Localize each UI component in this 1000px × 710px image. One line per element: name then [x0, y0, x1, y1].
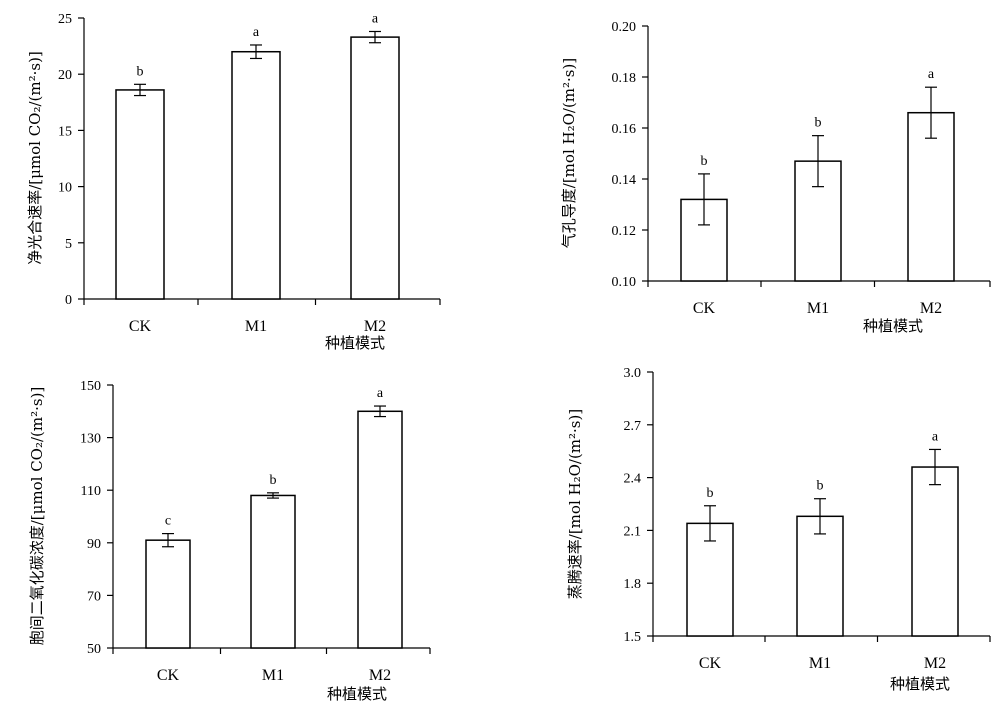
y-tick-label: 1.5: [624, 630, 642, 645]
y-tick-label: 0.18: [612, 71, 637, 86]
bar-ck: [680, 198, 728, 282]
y-tick-label: 20: [58, 68, 72, 83]
category-label: CK: [157, 667, 180, 684]
y-tick-label: 0.10: [612, 275, 637, 290]
significance-label: a: [932, 429, 939, 444]
y-tick-label: 15: [58, 124, 72, 139]
bar-m1: [796, 515, 844, 637]
y-tick-label: 70: [87, 589, 101, 604]
bar-ck: [115, 89, 165, 300]
y-tick-label: 0.14: [612, 173, 637, 188]
chart-panel-4: 1.5 1.8 2.1 2.4 2.7 3.0 b CK b M1 a M2 种植模式 蒸腾速率/[mol…: [566, 366, 991, 693]
x-axis-title: 种植模式: [325, 334, 385, 352]
significance-label: a: [928, 67, 935, 82]
y-tick-label: 10: [58, 181, 72, 196]
bar-m1: [231, 50, 281, 300]
y-tick-label: 0: [65, 293, 72, 308]
y-tick-label: 110: [81, 484, 101, 499]
significance-label: b: [707, 486, 714, 501]
category-label: M1: [245, 318, 267, 335]
y-tick-label: 25: [58, 12, 72, 27]
y-axis-title: 蒸腾速率/[mol H₂O/(m²·s)]: [566, 409, 584, 599]
category-label: M2: [920, 300, 942, 317]
bar-m1: [794, 160, 842, 282]
category-label: CK: [699, 655, 722, 672]
y-tick-label: 2.4: [624, 472, 642, 487]
bar-m2: [911, 466, 959, 637]
category-label: M2: [369, 667, 391, 684]
y-axis-title: 胞间二氧化碳浓度/[μmol CO₂/(m²·s)]: [28, 387, 46, 646]
bar-m2: [357, 410, 403, 649]
y-tick-label: 3.0: [624, 366, 642, 381]
category-label: M2: [364, 318, 386, 335]
significance-label: a: [377, 386, 384, 401]
y-tick-label: 1.8: [624, 577, 642, 592]
significance-label: b: [815, 116, 822, 131]
bar-m2: [350, 36, 400, 300]
bar-m1: [250, 494, 296, 649]
y-tick-label: 2.1: [624, 524, 642, 539]
y-tick-label: 150: [80, 379, 101, 394]
category-label: CK: [693, 300, 716, 317]
x-axis-title: 种植模式: [327, 685, 387, 703]
y-tick-label: 130: [80, 432, 101, 447]
bar-ck: [145, 539, 191, 649]
y-tick-label: 0.20: [612, 20, 637, 35]
y-tick-label: 0.12: [612, 224, 637, 239]
y-tick-label: 5: [65, 237, 72, 252]
y-axis-title: 气孔导度/[mol H₂O/(m²·s)]: [560, 58, 578, 248]
x-axis-title: 种植模式: [863, 317, 923, 335]
category-label: M1: [809, 655, 831, 672]
category-label: M1: [262, 667, 284, 684]
category-label: CK: [129, 318, 152, 335]
y-tick-label: 2.7: [624, 419, 642, 434]
significance-label: b: [817, 479, 824, 494]
y-tick-label: 90: [87, 537, 101, 552]
significance-label: b: [137, 64, 144, 79]
category-label: M1: [807, 300, 829, 317]
x-axis-title: 种植模式: [890, 675, 950, 693]
bar-m2: [907, 111, 955, 282]
significance-label: a: [253, 25, 260, 40]
significance-label: b: [270, 473, 277, 488]
significance-label: b: [701, 154, 708, 169]
category-label: M2: [924, 655, 946, 672]
y-tick-label: 50: [87, 642, 101, 657]
y-tick-label: 0.16: [612, 122, 637, 137]
significance-label: a: [372, 11, 379, 26]
y-axis-title: 净光合速率/[μmol CO₂/(m²·s)]: [26, 51, 44, 265]
significance-label: c: [165, 514, 171, 529]
